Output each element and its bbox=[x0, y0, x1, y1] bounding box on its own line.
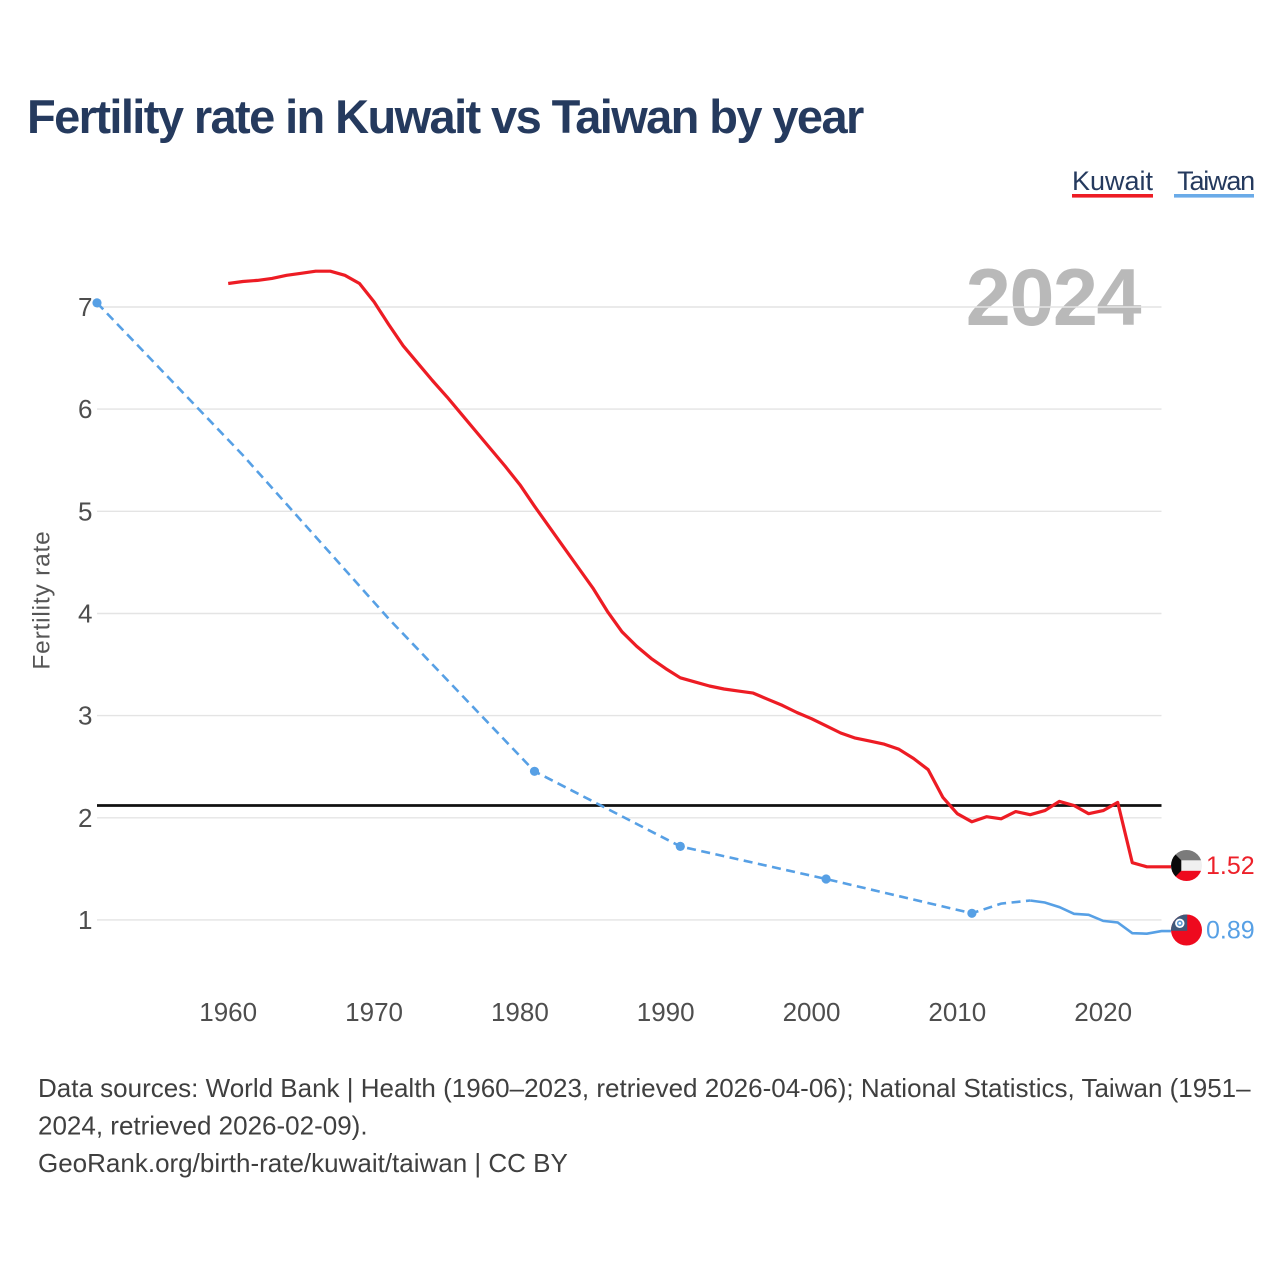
svg-text:Fertility rate in Kuwait vs Ta: Fertility rate in Kuwait vs Taiwan by ye… bbox=[27, 90, 864, 143]
svg-text:2010: 2010 bbox=[928, 997, 986, 1027]
svg-text:6: 6 bbox=[78, 394, 92, 424]
svg-text:GeoRank.org/birth-rate/kuwait/: GeoRank.org/birth-rate/kuwait/taiwan | C… bbox=[38, 1148, 568, 1178]
svg-text:3: 3 bbox=[78, 701, 92, 731]
svg-text:Kuwait: Kuwait bbox=[1072, 166, 1154, 196]
svg-text:2020: 2020 bbox=[1074, 997, 1132, 1027]
svg-text:1: 1 bbox=[78, 905, 92, 935]
svg-text:2024, retrieved 2026-02-09).: 2024, retrieved 2026-02-09). bbox=[38, 1111, 368, 1141]
svg-text:1990: 1990 bbox=[637, 997, 695, 1027]
svg-text:1980: 1980 bbox=[491, 997, 549, 1027]
svg-text:4: 4 bbox=[78, 599, 92, 629]
svg-text:2: 2 bbox=[78, 803, 92, 833]
svg-text:1960: 1960 bbox=[199, 997, 257, 1027]
svg-text:Data sources: World Bank | Hea: Data sources: World Bank | Health (1960–… bbox=[38, 1073, 1251, 1103]
svg-text:5: 5 bbox=[78, 496, 92, 526]
svg-text:Taiwan: Taiwan bbox=[1177, 166, 1254, 196]
svg-text:7: 7 bbox=[78, 292, 92, 322]
svg-text:2000: 2000 bbox=[783, 997, 841, 1027]
svg-text:1970: 1970 bbox=[345, 997, 403, 1027]
svg-text:1.52: 1.52 bbox=[1206, 852, 1255, 880]
svg-text:0.89: 0.89 bbox=[1206, 917, 1255, 945]
svg-text:2024: 2024 bbox=[966, 253, 1142, 343]
svg-text:Fertility rate: Fertility rate bbox=[29, 530, 56, 669]
